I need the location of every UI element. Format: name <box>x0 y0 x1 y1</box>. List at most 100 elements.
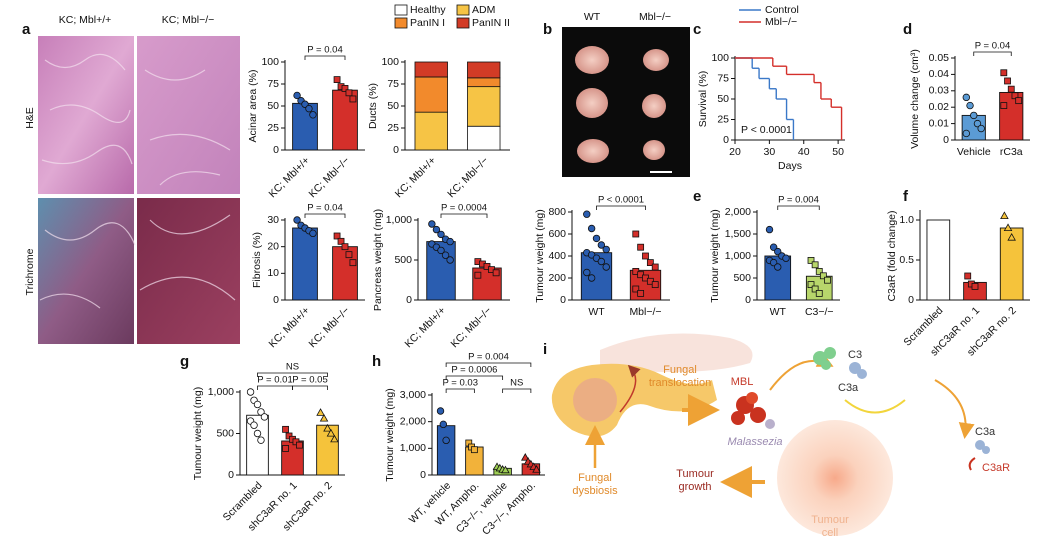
y-tick-label: 500 <box>394 254 412 266</box>
data-point <box>597 257 606 266</box>
x-tick-label: C3−/− <box>805 306 834 318</box>
image-row-label: H&E <box>24 107 36 129</box>
y-tick-label: 200 <box>548 272 566 284</box>
image-column-label: Mbl−/− <box>639 11 671 23</box>
data-point <box>446 256 454 264</box>
data-point <box>257 408 265 416</box>
receptor <box>968 457 976 471</box>
x-tick-label: 50 <box>832 146 844 158</box>
y-tick-label: 100 <box>381 56 399 68</box>
y-tick-label: 0.03 <box>929 85 950 97</box>
data-point <box>765 225 774 234</box>
data-point <box>811 285 819 293</box>
significance-bracket <box>445 388 475 393</box>
bar-segment <box>467 77 501 88</box>
x-tick-label: KC; Mbl−/− <box>448 305 494 351</box>
x-tick-label: KC; Mbl+/+ <box>266 155 312 201</box>
c3a-protein <box>975 440 990 454</box>
y-tick-label: 25 <box>717 113 729 125</box>
significance-bracket <box>596 205 646 210</box>
data-point <box>1000 102 1008 109</box>
data-point <box>349 95 357 103</box>
y-tick-label: 600 <box>548 228 566 240</box>
y-tick-label: 0 <box>943 134 949 146</box>
arrow <box>769 352 834 391</box>
data-point <box>501 465 510 474</box>
legend-label: Control <box>765 4 799 16</box>
data-point <box>349 259 357 267</box>
data-point <box>651 281 659 289</box>
legend-swatch <box>394 4 408 16</box>
x-tick-label: KC; Mbl+/+ <box>393 155 439 201</box>
legend-label: PanIN I <box>410 17 445 29</box>
data-point <box>964 272 972 280</box>
data-point <box>970 111 978 120</box>
c3-protein <box>813 347 836 370</box>
image-column-label: KC; Mbl+/+ <box>59 14 112 26</box>
data-point <box>319 413 329 422</box>
he-image <box>137 36 240 194</box>
data-point <box>973 119 982 128</box>
data-point <box>592 234 601 243</box>
x-tick-label: 40 <box>798 146 810 158</box>
data-point <box>977 124 985 133</box>
data-point <box>632 230 640 238</box>
y-axis-label: Fibrosis (%) <box>251 232 263 288</box>
y-tick-label: 0.01 <box>929 117 950 129</box>
x-tick-label: KC; Mbl−/− <box>306 155 352 201</box>
data-point <box>296 441 303 449</box>
y-tick-label: 0.5 <box>899 254 914 266</box>
panel-label: e <box>693 188 701 205</box>
y-tick-label: 0 <box>393 144 399 156</box>
data-point <box>442 436 450 445</box>
y-tick-label: 1,000 <box>386 214 412 226</box>
data-point <box>651 263 659 271</box>
x-tick-label: KC; Mbl+/+ <box>402 305 448 351</box>
data-point <box>253 400 262 409</box>
y-tick-label: 2,000 <box>725 206 751 218</box>
data-point <box>293 91 301 100</box>
legend-label: Mbl−/− <box>765 16 797 28</box>
data-point <box>293 216 301 224</box>
arrow <box>619 364 641 413</box>
annotation: P = 0.004 <box>468 352 509 363</box>
y-tick-label: 50 <box>267 100 279 112</box>
y-tick-label: 500 <box>216 427 234 439</box>
y-axis-label: Ducts (%) <box>367 83 379 129</box>
x-tick-label: Vehicle <box>957 146 991 158</box>
data-point <box>966 101 974 110</box>
legend-label: ADM <box>472 4 495 16</box>
panel-label: g <box>180 353 189 370</box>
bar <box>332 246 358 301</box>
tissue-shape <box>600 333 753 372</box>
panel-label: d <box>903 21 912 38</box>
data-point <box>811 261 819 269</box>
data-point <box>470 446 478 454</box>
y-tick-label: 75 <box>267 78 279 90</box>
data-point <box>253 429 262 438</box>
y-tick-label: 0 <box>745 294 751 306</box>
significance-bracket <box>445 375 504 380</box>
y-tick-label: 20 <box>267 240 279 252</box>
significance-bracket <box>502 388 532 393</box>
y-tick-label: 0 <box>420 469 426 481</box>
y-tick-label: 10 <box>267 267 279 279</box>
image-row-label: Trichrome <box>24 248 36 295</box>
data-point <box>309 111 317 119</box>
panel-label: c <box>693 21 701 38</box>
significance-bracket <box>304 213 346 218</box>
data-point <box>345 89 353 97</box>
annotation: P = 0.01 <box>257 375 292 386</box>
y-tick-label: 25 <box>267 122 279 134</box>
schematic-label: C3a <box>975 426 996 438</box>
data-point <box>333 76 341 83</box>
data-point <box>962 129 971 138</box>
data-point <box>782 254 790 262</box>
data-point <box>282 425 289 433</box>
x-tick-label: Mbl−/− <box>629 306 661 318</box>
y-axis-label: Tumour weight (mg) <box>384 388 396 482</box>
schematic-label: C3a <box>838 382 859 394</box>
annotation: P = 0.04 <box>975 41 1010 52</box>
data-point <box>437 246 445 255</box>
